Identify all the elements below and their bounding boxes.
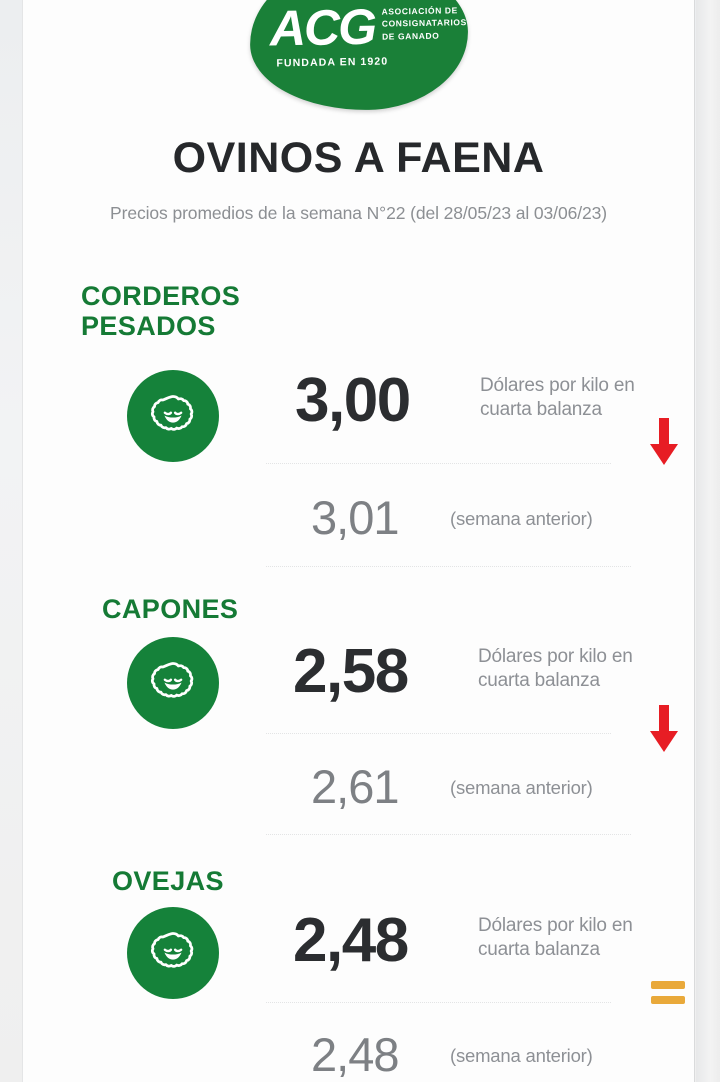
- previous-price: 3,01: [311, 491, 399, 544]
- arrow-down-icon: [647, 418, 681, 471]
- price-unit-label: Dólares por kilo en cuarta balanza: [478, 915, 633, 961]
- logo-blob-shape: ACG FUNDADA EN 1920 ASOCIACIÓN DE CONSIG…: [248, 0, 469, 112]
- page-title: OVINOS A FAENA: [172, 134, 545, 182]
- category-title: CAPONES: [102, 594, 239, 624]
- sheep-icon: [127, 637, 219, 729]
- current-price: 2,58: [293, 637, 409, 706]
- equals-bar-bottom: [651, 996, 685, 1004]
- page-right-margin: [696, 0, 720, 1082]
- arrow-down-icon: [647, 705, 681, 758]
- sheep-icon: [127, 370, 219, 462]
- current-price: 3,00: [295, 366, 411, 435]
- logo-subtitle-text: ASOCIACIÓN DE CONSIGNATARIOS DE GANADO: [380, 5, 467, 42]
- current-price: 2,48: [293, 906, 409, 975]
- divider: [266, 733, 611, 735]
- page-subtitle: Precios promedios de la semana N°22 (del…: [110, 203, 607, 223]
- previous-price: 2,48: [311, 1028, 399, 1081]
- content-sheet: ACG FUNDADA EN 1920 ASOCIACIÓN DE CONSIG…: [22, 0, 695, 1082]
- category-title: OVEJAS: [112, 866, 224, 896]
- acg-logo: ACG FUNDADA EN 1920 ASOCIACIÓN DE CONSIG…: [23, 0, 694, 112]
- divider: [266, 463, 611, 465]
- previous-price: 2,61: [311, 760, 399, 813]
- category-title: CORDEROS PESADOS: [81, 281, 241, 342]
- equals-icon: [651, 981, 685, 1007]
- logo-wordmark: ACG: [268, 0, 375, 57]
- sheep-icon: [127, 907, 219, 999]
- divider: [266, 1002, 611, 1004]
- equals-bar-top: [651, 981, 685, 989]
- price-unit-label: Dólares por kilo en cuarta balanza: [480, 375, 635, 421]
- price-unit-label: Dólares por kilo en cuarta balanza: [478, 646, 633, 692]
- divider: [266, 834, 631, 836]
- logo-founded-text: FUNDADA EN 1920: [275, 55, 388, 70]
- divider: [266, 566, 631, 568]
- previous-price-label: (semana anterior): [450, 777, 593, 798]
- previous-price-label: (semana anterior): [450, 1045, 593, 1066]
- previous-price-label: (semana anterior): [450, 508, 593, 529]
